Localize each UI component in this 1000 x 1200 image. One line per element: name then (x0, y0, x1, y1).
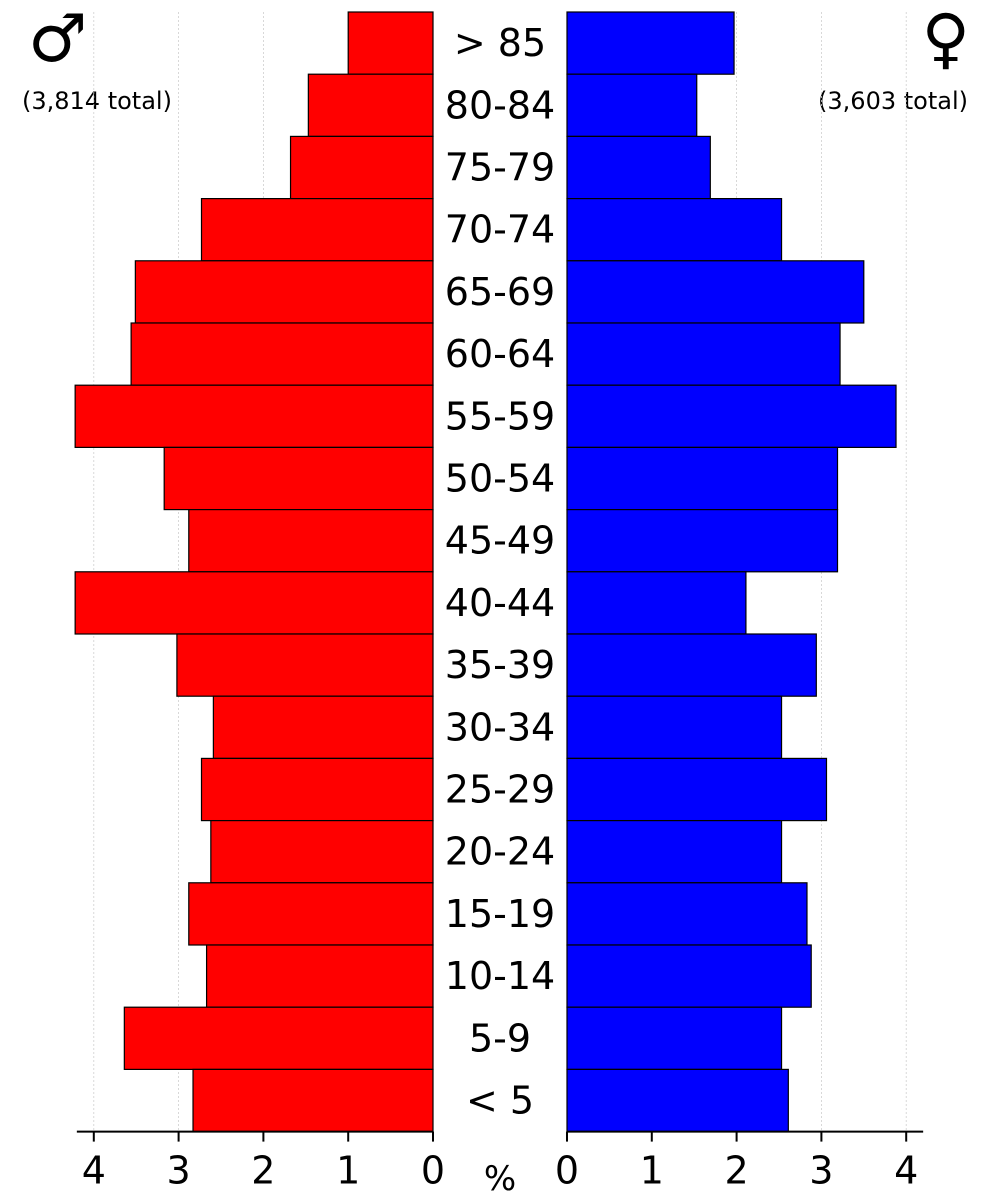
male-bar (212, 695, 434, 760)
age-group-label: 25-29 (445, 768, 555, 812)
male-bar (163, 446, 434, 511)
male-bar (74, 384, 434, 449)
x-axis-label: % (484, 1159, 516, 1199)
male-bar (307, 73, 434, 137)
bars (74, 11, 897, 1133)
left-tick-label: 0 (421, 1149, 445, 1193)
female-bar (566, 446, 839, 511)
age-group-label: 15-19 (445, 892, 555, 936)
male-bar (74, 571, 434, 635)
age-group-label: 55-59 (445, 394, 555, 438)
male-bar (123, 1006, 434, 1071)
age-group-label: 80-84 (445, 83, 555, 127)
male-bar (200, 198, 434, 262)
left-tick-label: 4 (82, 1149, 106, 1193)
male-bar (200, 757, 434, 822)
right-tick-label: 2 (725, 1149, 749, 1193)
axes: 4 3 2 1 0 0 1 2 3 4 (76, 1130, 924, 1193)
male-bar (134, 260, 434, 324)
male-bar (210, 819, 434, 884)
female-bar (566, 198, 783, 262)
female-bar (566, 11, 735, 75)
age-group-label: 60-64 (445, 332, 555, 376)
male-bar (192, 1068, 434, 1133)
male-total-label: (3,814 total) (22, 87, 172, 115)
female-bar (566, 384, 897, 449)
age-group-label: 45-49 (445, 519, 555, 563)
female-bar (566, 322, 841, 386)
male-bar (130, 322, 434, 386)
age-group-label: 65-69 (445, 270, 555, 314)
female-bar (566, 571, 747, 635)
female-bar (566, 509, 839, 573)
female-bar (566, 695, 783, 760)
age-group-label: 5-9 (469, 1016, 531, 1060)
age-group-label: < 5 (466, 1079, 534, 1123)
female-total-label: (3,603 total) (818, 87, 968, 115)
left-tick-label: 3 (167, 1149, 191, 1193)
left-tick-label: 1 (336, 1149, 360, 1193)
right-tick-label: 4 (894, 1149, 918, 1193)
female-bar (566, 882, 808, 946)
female-bar (566, 73, 698, 137)
male-bar (176, 633, 434, 697)
right-tick-label: 1 (640, 1149, 664, 1193)
right-tick-label: 0 (555, 1149, 579, 1193)
male-bar (347, 11, 434, 75)
age-group-label: 30-34 (445, 705, 555, 749)
male-bar (188, 882, 434, 946)
female-bar (566, 260, 865, 324)
female-bar (566, 135, 711, 200)
male-bar (188, 509, 434, 573)
age-group-label: > 85 (454, 21, 546, 65)
female-symbol-icon: ♀ (921, 0, 970, 77)
age-group-label: 75-79 (445, 146, 555, 190)
age-group-label: 50-54 (445, 457, 555, 501)
age-group-label: 70-74 (445, 208, 555, 252)
male-bar (205, 944, 434, 1008)
female-bar (566, 1068, 789, 1133)
female-bar (566, 819, 783, 884)
age-group-label: 20-24 (445, 830, 555, 874)
female-bar (566, 944, 812, 1008)
female-bar (566, 757, 828, 822)
age-group-label: 40-44 (445, 581, 555, 625)
female-bar (566, 633, 817, 697)
female-bar (566, 1006, 783, 1071)
age-group-label: 35-39 (445, 643, 555, 687)
left-tick-label: 2 (251, 1149, 275, 1193)
male-symbol-icon: ♂ (28, 0, 88, 77)
age-group-label: 10-14 (445, 954, 555, 998)
right-tick-label: 3 (809, 1149, 833, 1193)
male-bar (289, 135, 434, 200)
age-group-labels: > 85 80-84 75-79 70-74 65-69 60-64 55-59 50-54 4… (445, 21, 555, 1122)
